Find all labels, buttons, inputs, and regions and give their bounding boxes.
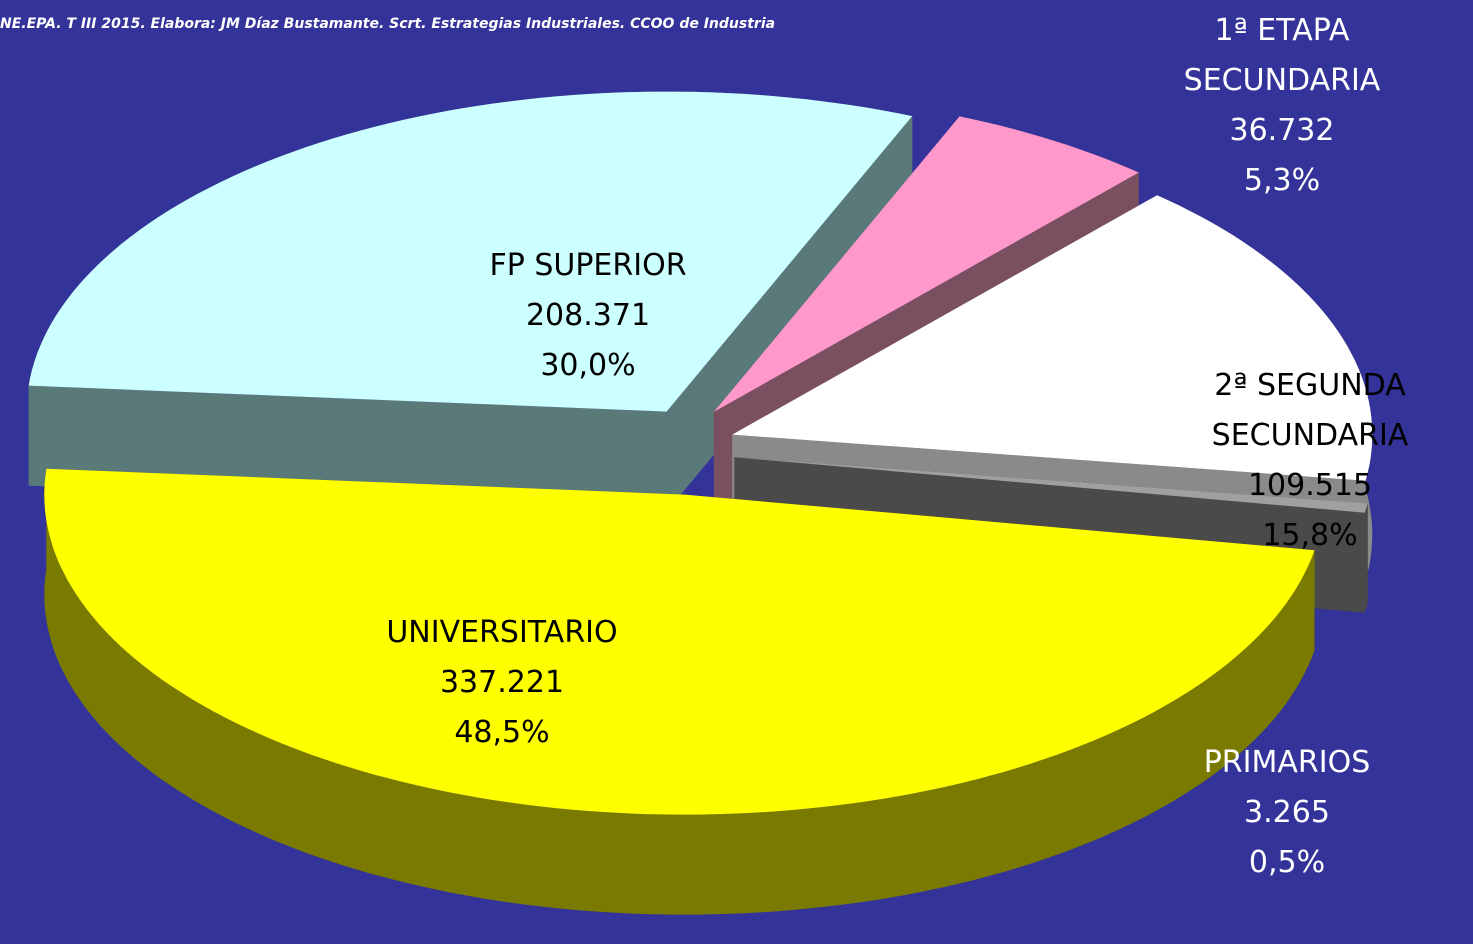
slice-label: 2ª SEGUNDA SECUNDARIA 109.515 15,8% <box>1212 368 1409 553</box>
slice-top <box>732 195 1373 481</box>
category-label: SECUNDARIA <box>1184 63 1381 98</box>
slice-label: PRIMARIOS 3.265 0,5% <box>1204 745 1371 880</box>
slice-top <box>28 91 913 412</box>
category-label: SECUNDARIA <box>1212 418 1409 453</box>
percentage-label: 48,5% <box>454 715 549 750</box>
percentage-label: 5,3% <box>1244 163 1320 198</box>
percentage-label: 0,5% <box>1249 845 1325 880</box>
slice-top <box>44 468 1315 815</box>
value-label: 337.221 <box>440 665 564 700</box>
category-label: UNIVERSITARIO <box>386 615 617 650</box>
slice-side <box>44 468 1315 915</box>
slice-label: 1ª ETAPA SECUNDARIA 36.732 5,3% <box>1184 13 1381 198</box>
slice-side <box>1364 503 1368 613</box>
category-label: 2ª SEGUNDA <box>1214 368 1406 403</box>
slice-label: UNIVERSITARIO 337.221 48,5% <box>386 615 617 750</box>
source-note: NE.EPA. T III 2015. Elabora: JM Díaz Bus… <box>0 16 775 32</box>
slice-top <box>713 116 1139 412</box>
slice-label: FP SUPERIOR 208.371 30,0% <box>489 248 686 383</box>
value-label: 3.265 <box>1244 795 1330 830</box>
value-label: 36.732 <box>1230 113 1335 148</box>
percentage-label: 15,8% <box>1262 518 1357 553</box>
category-label: PRIMARIOS <box>1204 745 1371 780</box>
category-label: FP SUPERIOR <box>489 248 686 283</box>
category-label: 1ª ETAPA <box>1215 13 1350 48</box>
slice-top <box>734 457 1368 513</box>
percentage-label: 30,0% <box>540 348 635 383</box>
value-label: 208.371 <box>526 298 650 333</box>
value-label: 109.515 <box>1248 468 1372 503</box>
